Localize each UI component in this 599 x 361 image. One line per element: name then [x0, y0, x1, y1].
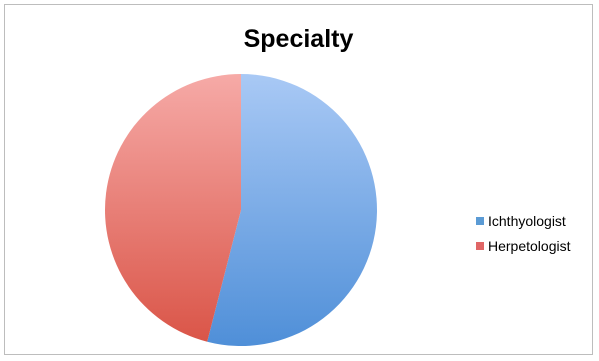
pie-slice-ichthyologist — [207, 74, 378, 346]
pie-slice-herpetologist — [105, 74, 241, 342]
pie-chart — [105, 74, 378, 346]
legend-swatch-ichthyologist — [476, 217, 484, 225]
legend-label-herpetologist: Herpetologist — [488, 238, 571, 254]
legend: Ichthyologist Herpetologist — [476, 211, 571, 261]
chart-frame: Specialty Ichthyologist Herpetologist — [4, 4, 593, 355]
chart-title: Specialty — [243, 25, 354, 53]
legend-item-ichthyologist: Ichthyologist — [476, 211, 571, 231]
legend-item-herpetologist: Herpetologist — [476, 236, 571, 256]
legend-swatch-herpetologist — [476, 242, 484, 250]
legend-label-ichthyologist: Ichthyologist — [488, 213, 566, 229]
